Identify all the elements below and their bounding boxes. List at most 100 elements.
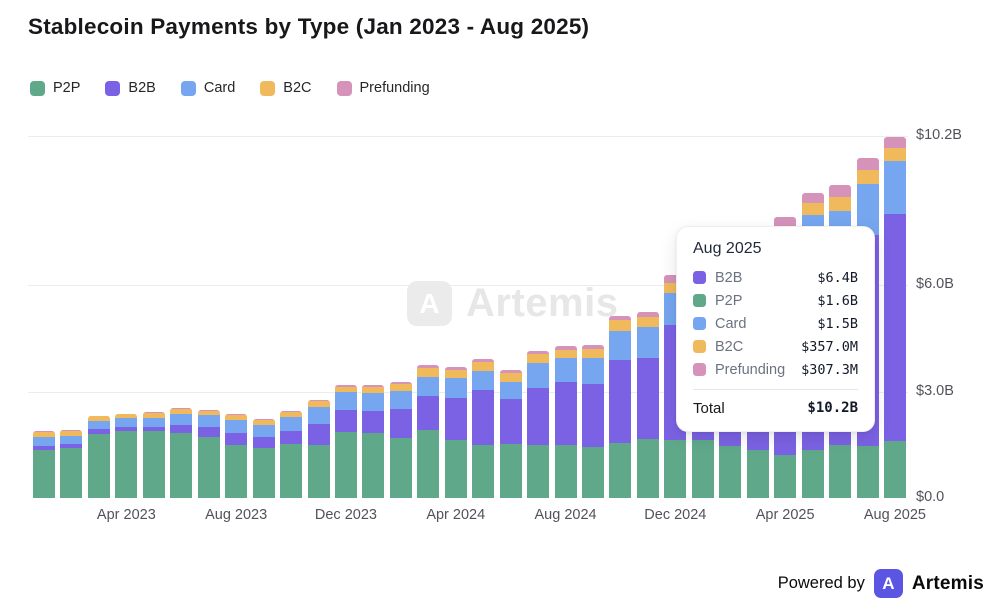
chart-legend: P2P B2B Card B2C Prefunding — [30, 80, 430, 96]
hover-tooltip: Aug 2025 B2B $6.4B P2P $1.6B Card $1.5B B2C $35… — [676, 226, 875, 432]
segment-b2c-jul-2025 — [856, 170, 879, 184]
bar-aug-2025[interactable] — [883, 137, 906, 498]
tooltip-total-value: $10.2B — [807, 400, 858, 416]
legend-item-card[interactable]: Card — [180, 80, 235, 96]
segment-b2b-apr-2024 — [444, 398, 467, 440]
segment-card-jun-2023 — [170, 413, 193, 425]
y-axis-label-6.0: $6.0B — [916, 276, 954, 292]
segment-card-sep-2024 — [582, 358, 604, 384]
tooltip-row-prefunding: Prefunding $307.3M — [693, 358, 858, 381]
bar-jun-2023[interactable] — [170, 407, 193, 498]
bar-jun-2024[interactable] — [499, 369, 522, 498]
segment-prefunding-may-2025 — [801, 193, 824, 204]
bar-nov-2023[interactable] — [307, 400, 330, 498]
bar-sep-2024[interactable] — [582, 345, 604, 498]
bar-jul-2024[interactable] — [527, 351, 550, 498]
bar-feb-2023[interactable] — [60, 429, 83, 498]
tooltip-divider — [693, 389, 858, 390]
segment-b2b-oct-2023 — [280, 430, 303, 444]
segment-p2p-apr-2023 — [115, 431, 138, 498]
segment-p2p-jan-2024 — [362, 433, 385, 498]
bar-nov-2024[interactable] — [636, 311, 659, 498]
segment-b2b-jan-2023 — [33, 445, 55, 451]
powered-by-footer[interactable]: Powered by A Artemis — [778, 569, 984, 598]
segment-b2c-jan-2024 — [362, 386, 385, 394]
bar-aug-2023[interactable] — [225, 413, 248, 498]
segment-p2p-may-2024 — [472, 445, 495, 498]
segment-b2b-may-2024 — [472, 389, 495, 446]
segment-prefunding-apr-2024 — [444, 367, 467, 370]
bar-aug-2024[interactable] — [554, 346, 577, 498]
segment-b2b-nov-2023 — [307, 423, 330, 446]
legend-item-p2p[interactable]: P2P — [30, 80, 80, 96]
segment-prefunding-jun-2024 — [499, 369, 522, 374]
gridline-3 — [28, 391, 908, 393]
bar-feb-2024[interactable] — [389, 381, 412, 498]
segment-b2c-jun-2023 — [170, 408, 193, 414]
segment-b2b-jun-2024 — [499, 398, 522, 444]
segment-card-apr-2024 — [444, 378, 467, 399]
x-axis-label-aug-2023: Aug 2023 — [205, 507, 268, 523]
tooltip-row-value: $307.3M — [801, 361, 858, 378]
tooltip-row-p2p: P2P $1.6B — [693, 289, 858, 312]
segment-b2c-aug-2024 — [554, 349, 577, 359]
segment-p2p-dec-2023 — [334, 432, 357, 498]
legend-item-b2c[interactable]: B2C — [260, 80, 312, 96]
tooltip-row-value: $6.4B — [817, 269, 858, 286]
bar-oct-2024[interactable] — [609, 315, 632, 498]
bar-apr-2024[interactable] — [444, 367, 467, 498]
bar-jul-2023[interactable] — [197, 409, 220, 498]
segment-card-oct-2024 — [609, 331, 632, 360]
segment-b2c-may-2025 — [801, 203, 824, 216]
bar-jan-2023[interactable] — [33, 430, 55, 498]
bar-may-2024[interactable] — [472, 358, 495, 498]
bar-apr-2023[interactable] — [115, 413, 138, 498]
x-axis-label-apr-2023: Apr 2023 — [96, 507, 156, 523]
bar-mar-2023[interactable] — [87, 415, 110, 498]
segment-b2c-oct-2024 — [609, 320, 632, 332]
tooltip-swatch-icon — [693, 294, 706, 307]
segment-prefunding-feb-2023 — [60, 429, 83, 431]
segment-p2p-may-2023 — [142, 431, 165, 498]
legend-label: B2B — [128, 80, 156, 96]
segment-card-aug-2024 — [554, 358, 577, 383]
tooltip-row-value: $1.6B — [817, 292, 858, 309]
tooltip-row-card: Card $1.5B — [693, 312, 858, 335]
segment-b2b-feb-2023 — [60, 444, 83, 449]
segment-p2p-feb-2023 — [60, 448, 83, 498]
segment-card-feb-2023 — [60, 435, 83, 445]
tooltip-row-label: B2B — [715, 269, 743, 286]
segment-b2b-jul-2024 — [527, 388, 550, 445]
bar-may-2023[interactable] — [142, 412, 165, 498]
segment-card-mar-2024 — [417, 376, 440, 396]
segment-prefunding-may-2023 — [142, 412, 165, 414]
segment-card-mar-2023 — [87, 420, 110, 429]
segment-p2p-jul-2024 — [527, 444, 550, 498]
legend-swatch-icon — [105, 80, 121, 96]
segment-b2b-jul-2023 — [197, 427, 220, 437]
bar-dec-2023[interactable] — [334, 384, 357, 498]
segment-p2p-nov-2024 — [636, 439, 659, 498]
segment-prefunding-oct-2023 — [280, 411, 303, 413]
bar-mar-2024[interactable] — [417, 364, 440, 498]
bar-sep-2023[interactable] — [252, 419, 275, 498]
segment-p2p-mar-2024 — [417, 429, 440, 498]
legend-item-b2b[interactable]: B2B — [105, 80, 156, 96]
legend-item-prefunding[interactable]: Prefunding — [336, 80, 430, 96]
segment-b2c-jun-2024 — [499, 373, 522, 382]
segment-card-jul-2023 — [197, 415, 220, 428]
segment-b2b-mar-2023 — [87, 428, 110, 435]
segment-p2p-jan-2025 — [691, 440, 714, 498]
bar-jan-2024[interactable] — [362, 385, 385, 498]
artemis-watermark-text: Artemis — [466, 281, 619, 325]
segment-prefunding-jun-2025 — [829, 185, 852, 197]
segment-b2c-jul-2023 — [197, 410, 220, 416]
bar-oct-2023[interactable] — [280, 411, 303, 498]
segment-b2c-may-2024 — [472, 362, 495, 371]
tooltip-row-b2c: B2C $357.0M — [693, 335, 858, 358]
segment-b2c-apr-2024 — [444, 369, 467, 379]
tooltip-swatch-icon — [693, 363, 706, 376]
segment-prefunding-aug-2023 — [225, 413, 248, 415]
segment-p2p-sep-2024 — [582, 447, 604, 498]
segment-p2p-jul-2025 — [856, 446, 879, 498]
